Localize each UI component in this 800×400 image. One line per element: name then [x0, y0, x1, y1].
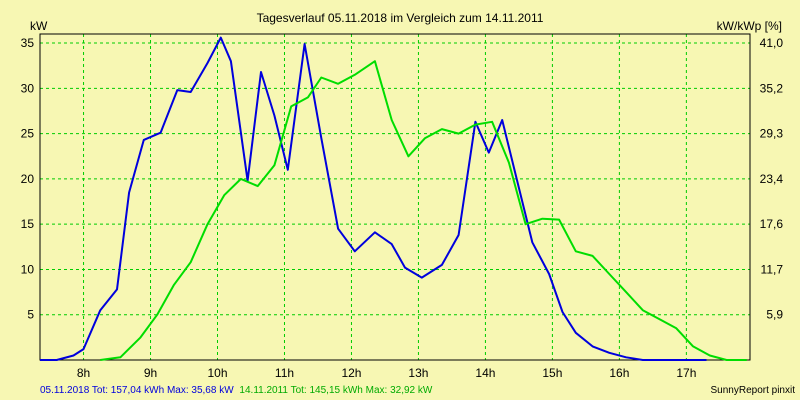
legend-entry-2018: 05.11.2018 Tot: 157,04 kWh Max: 35,68 kW	[40, 385, 234, 396]
y-tick-right-label: 41,0	[760, 36, 784, 50]
ticks-layer: 5 5,9 10 11,7 15 17,6 20 23,4 25 29,3 30 35,2 35 41,0…	[21, 36, 784, 380]
y-tick-right-label: 23,4	[760, 172, 784, 186]
y-tick-left-label: 20	[21, 172, 35, 186]
y-tick-left-label: 35	[21, 36, 35, 50]
y-axis-right-label: kW/kWp [%]	[717, 19, 782, 33]
grid-layer	[40, 34, 750, 360]
y-tick-left-label: 5	[27, 308, 34, 322]
y-tick-left-label: 15	[21, 217, 35, 231]
x-tick-label: 10h	[207, 366, 227, 380]
y-tick-right-label: 17,6	[760, 217, 784, 231]
legend-entry-2011: 14.11.2011 Tot: 145,15 kWh Max: 32,92 kW	[239, 385, 432, 396]
y-axis-left-label: kW	[30, 19, 48, 33]
y-tick-right-label: 5,9	[766, 308, 783, 322]
x-tick-label: 15h	[542, 366, 562, 380]
series-line-1	[40, 36, 707, 361]
y-tick-left-label: 10	[21, 262, 35, 276]
chart-title: Tagesverlauf 05.11.2018 im Vergleich zum…	[257, 11, 544, 25]
y-tick-right-label: 35,2	[760, 81, 784, 95]
y-tick-left-label: 25	[21, 127, 35, 141]
series-layer	[40, 36, 747, 361]
x-tick-label: 14h	[475, 366, 495, 380]
plot-frame	[39, 33, 751, 361]
brand-label: SunnyReport pinxit	[711, 385, 796, 396]
x-tick-label: 13h	[408, 366, 428, 380]
x-tick-label: 9h	[144, 366, 157, 380]
x-tick-label: 17h	[676, 366, 696, 380]
y-tick-right-label: 29,3	[760, 127, 784, 141]
x-tick-label: 8h	[77, 366, 90, 380]
x-tick-label: 12h	[341, 366, 361, 380]
footer-legend-line: 05.11.2018 Tot: 157,04 kWh Max: 35,68 kW…	[40, 385, 433, 396]
series-line-2	[100, 60, 747, 361]
y-tick-left-label: 30	[21, 81, 35, 95]
y-tick-right-label: 11,7	[761, 262, 784, 276]
x-tick-label: 11h	[275, 366, 294, 380]
x-tick-label: 16h	[609, 366, 629, 380]
